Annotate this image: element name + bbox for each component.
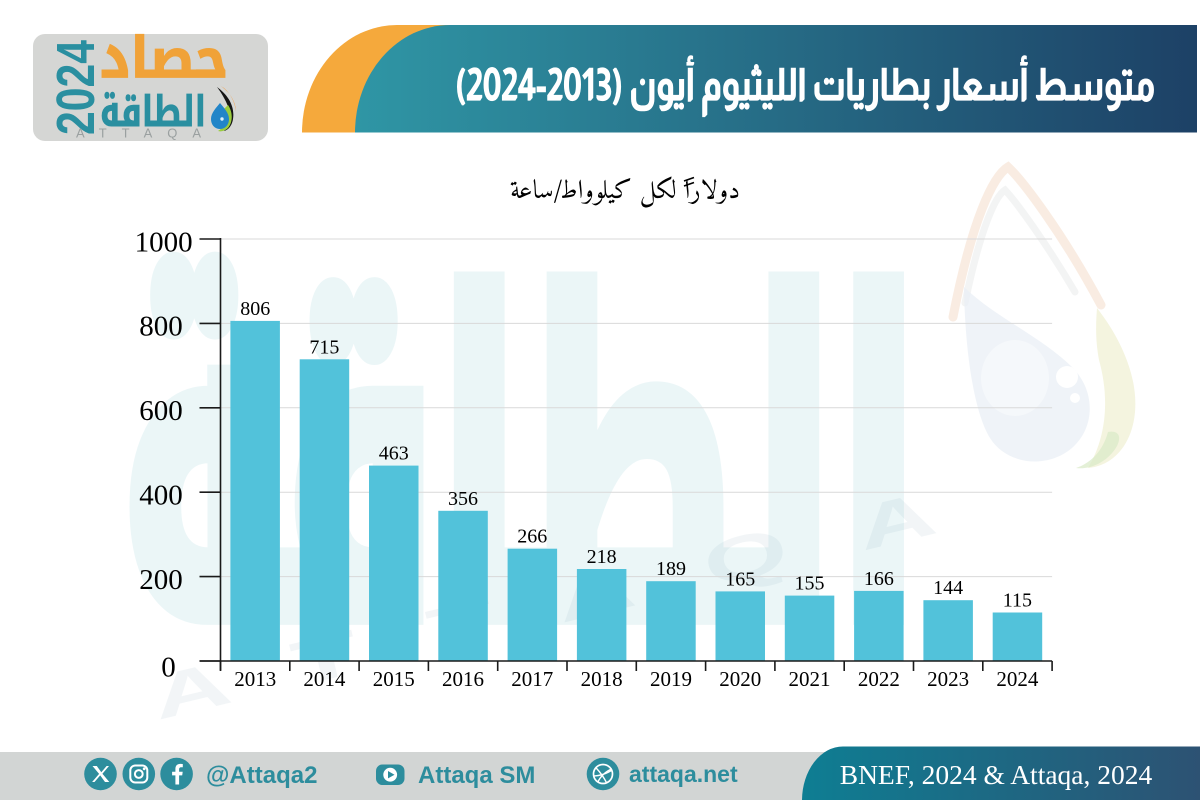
svg-text:166: 166 bbox=[864, 568, 894, 590]
svg-text:2018: 2018 bbox=[581, 667, 623, 691]
svg-text:attaqa.net: attaqa.net bbox=[629, 761, 738, 787]
svg-text:2020: 2020 bbox=[719, 667, 761, 691]
svg-text:155: 155 bbox=[795, 573, 825, 595]
svg-text:ATTAQA: ATTAQA bbox=[76, 126, 216, 141]
svg-text:1000: 1000 bbox=[135, 226, 193, 258]
svg-text:715: 715 bbox=[309, 336, 339, 358]
svg-text:0: 0 bbox=[161, 651, 176, 683]
svg-text:463: 463 bbox=[379, 443, 409, 465]
svg-text:2021: 2021 bbox=[789, 667, 831, 691]
svg-text:356: 356 bbox=[448, 488, 478, 510]
svg-text:2024: 2024 bbox=[46, 40, 106, 135]
svg-text:2022: 2022 bbox=[858, 667, 900, 691]
svg-text:218: 218 bbox=[587, 546, 617, 568]
svg-text:800: 800 bbox=[139, 311, 183, 343]
svg-text:@Attaqa2: @Attaqa2 bbox=[206, 762, 317, 789]
svg-text:115: 115 bbox=[1003, 590, 1032, 612]
svg-text:2013: 2013 bbox=[234, 667, 276, 691]
svg-text:189: 189 bbox=[656, 558, 686, 580]
svg-text:Attaqa SM: Attaqa SM bbox=[418, 762, 535, 789]
svg-text:400: 400 bbox=[139, 480, 183, 512]
svg-text:144: 144 bbox=[933, 577, 963, 599]
svg-text:2019: 2019 bbox=[650, 667, 692, 691]
svg-text:2015: 2015 bbox=[373, 667, 415, 691]
svg-text:2024: 2024 bbox=[996, 667, 1039, 691]
svg-text:2016: 2016 bbox=[442, 667, 484, 691]
svg-text:2017: 2017 bbox=[511, 667, 553, 691]
svg-text:806: 806 bbox=[240, 298, 270, 320]
svg-text:600: 600 bbox=[139, 395, 183, 427]
svg-text:200: 200 bbox=[139, 564, 183, 596]
svg-text:2014: 2014 bbox=[303, 667, 346, 691]
svg-text:2023: 2023 bbox=[927, 667, 969, 691]
svg-text:165: 165 bbox=[725, 568, 755, 590]
svg-text:BNEF, 2024 & Attaqa, 2024: BNEF, 2024 & Attaqa, 2024 bbox=[840, 759, 1153, 790]
svg-text:266: 266 bbox=[517, 526, 547, 548]
